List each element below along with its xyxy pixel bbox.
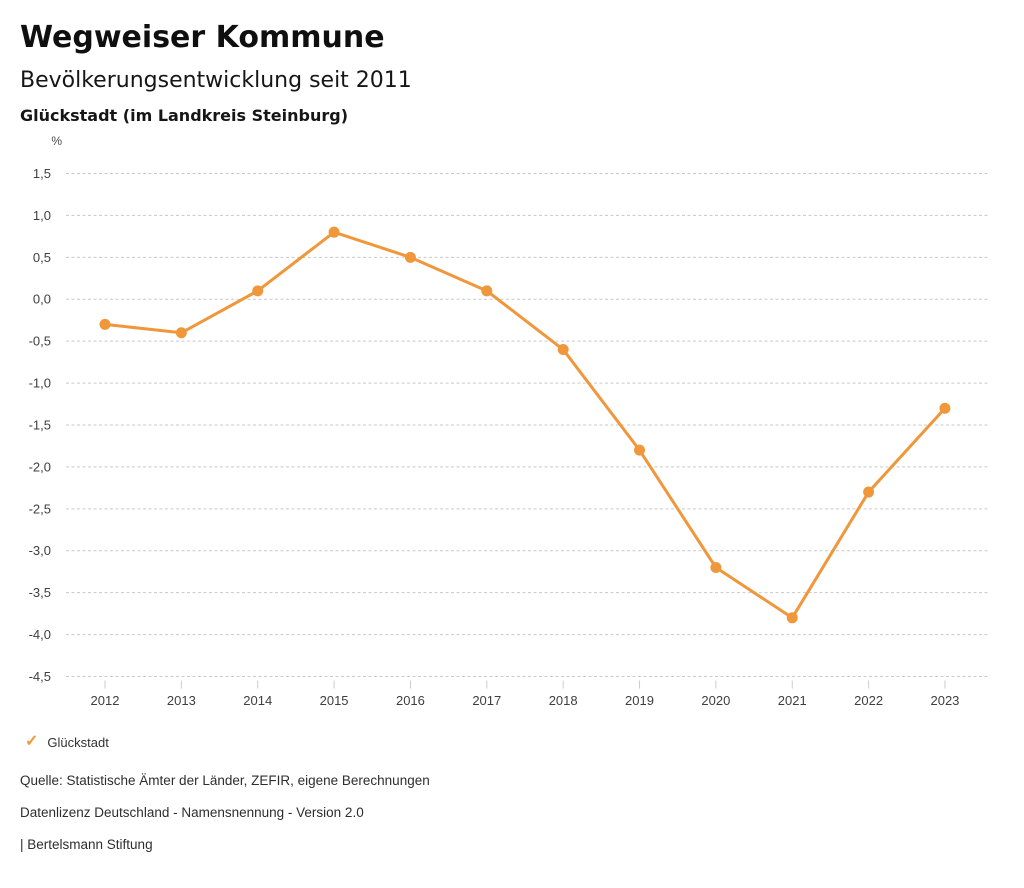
data-point[interactable] <box>404 251 416 263</box>
y-axis-tick-label: -4,5 <box>29 669 51 684</box>
x-axis-tick-label: 2016 <box>396 693 425 708</box>
license-note: Datenlizenz Deutschland - Namensnennung … <box>20 805 364 820</box>
y-axis-tick-label: -2,5 <box>29 501 51 516</box>
source-note: Quelle: Statistische Ämter der Länder, Z… <box>20 773 430 788</box>
data-point[interactable] <box>786 612 798 624</box>
data-point[interactable] <box>99 318 111 330</box>
x-axis-tick-label: 2012 <box>91 693 120 708</box>
data-point[interactable] <box>710 562 722 574</box>
chart-subtitle: Glückstadt (im Landkreis Steinburg) <box>20 106 349 125</box>
data-point[interactable] <box>328 226 340 238</box>
x-axis-tick-label: 2015 <box>320 693 349 708</box>
data-point[interactable] <box>863 486 875 498</box>
y-axis-tick-label: -1,0 <box>29 376 51 391</box>
y-axis-tick-label: 0,5 <box>33 250 51 265</box>
y-axis-tick-label: -3,0 <box>29 543 51 558</box>
x-axis-tick-label: 2014 <box>243 693 272 708</box>
population-line-chart: % 1,5 1,0 0,5 0,0 -0,5 -1,0 -1,5 -2,0 -2,5 -3,0 -3,… <box>29 134 990 708</box>
y-axis-tick-label: -4,0 <box>29 627 51 642</box>
legend-item-glueckstadt[interactable]: ✓ Glückstadt <box>25 734 1024 750</box>
x-axis-tick-label: 2018 <box>549 693 578 708</box>
chart-title: Bevölkerungsentwicklung seit 2011 <box>20 68 412 93</box>
page-title: Wegweiser Kommune <box>20 20 385 55</box>
y-axis-tick-label: -0,5 <box>29 334 51 349</box>
x-axis-tick-label: 2019 <box>625 693 654 708</box>
x-axis-tick-label: 2023 <box>930 693 959 708</box>
y-axis-tick-label: 0,0 <box>33 292 51 307</box>
legend-check-icon: ✓ <box>25 733 39 750</box>
attribution-note: | Bertelsmann Stiftung <box>20 837 153 852</box>
series-line <box>103 230 947 620</box>
data-point[interactable] <box>557 344 569 356</box>
data-point[interactable] <box>481 285 493 297</box>
data-point[interactable] <box>175 327 187 339</box>
x-axis-tick-label: 2017 <box>472 693 501 708</box>
y-axis-tick-label: -1,5 <box>29 417 51 432</box>
data-point[interactable] <box>252 285 264 297</box>
y-axis-unit-label: % <box>51 134 62 148</box>
chart-header: Wegweiser Kommune Bevölkerungsentwicklun… <box>0 0 1024 125</box>
data-point[interactable] <box>939 402 951 414</box>
legend-label: Glückstadt <box>47 734 109 750</box>
x-axis-tick-label: 2022 <box>854 693 883 708</box>
y-axis-tick-label: -3,5 <box>29 585 51 600</box>
x-axis-tick-label: 2021 <box>778 693 807 708</box>
x-axis-tick-label: 2020 <box>701 693 730 708</box>
chart-footer: Quelle: Statistische Ämter der Länder, Z… <box>20 773 1024 852</box>
data-point[interactable] <box>634 444 646 456</box>
y-axis-tick-label: 1,0 <box>33 208 51 223</box>
x-axis-tick-label: 2013 <box>167 693 196 708</box>
line-chart-area: % 1,5 1,0 0,5 0,0 -0,5 -1,0 -1,5 -2,0 -2,5 -3,0 -3,… <box>0 127 1024 724</box>
y-axis-tick-label: 1,5 <box>33 166 51 181</box>
y-axis-tick-label: -2,0 <box>29 459 51 474</box>
